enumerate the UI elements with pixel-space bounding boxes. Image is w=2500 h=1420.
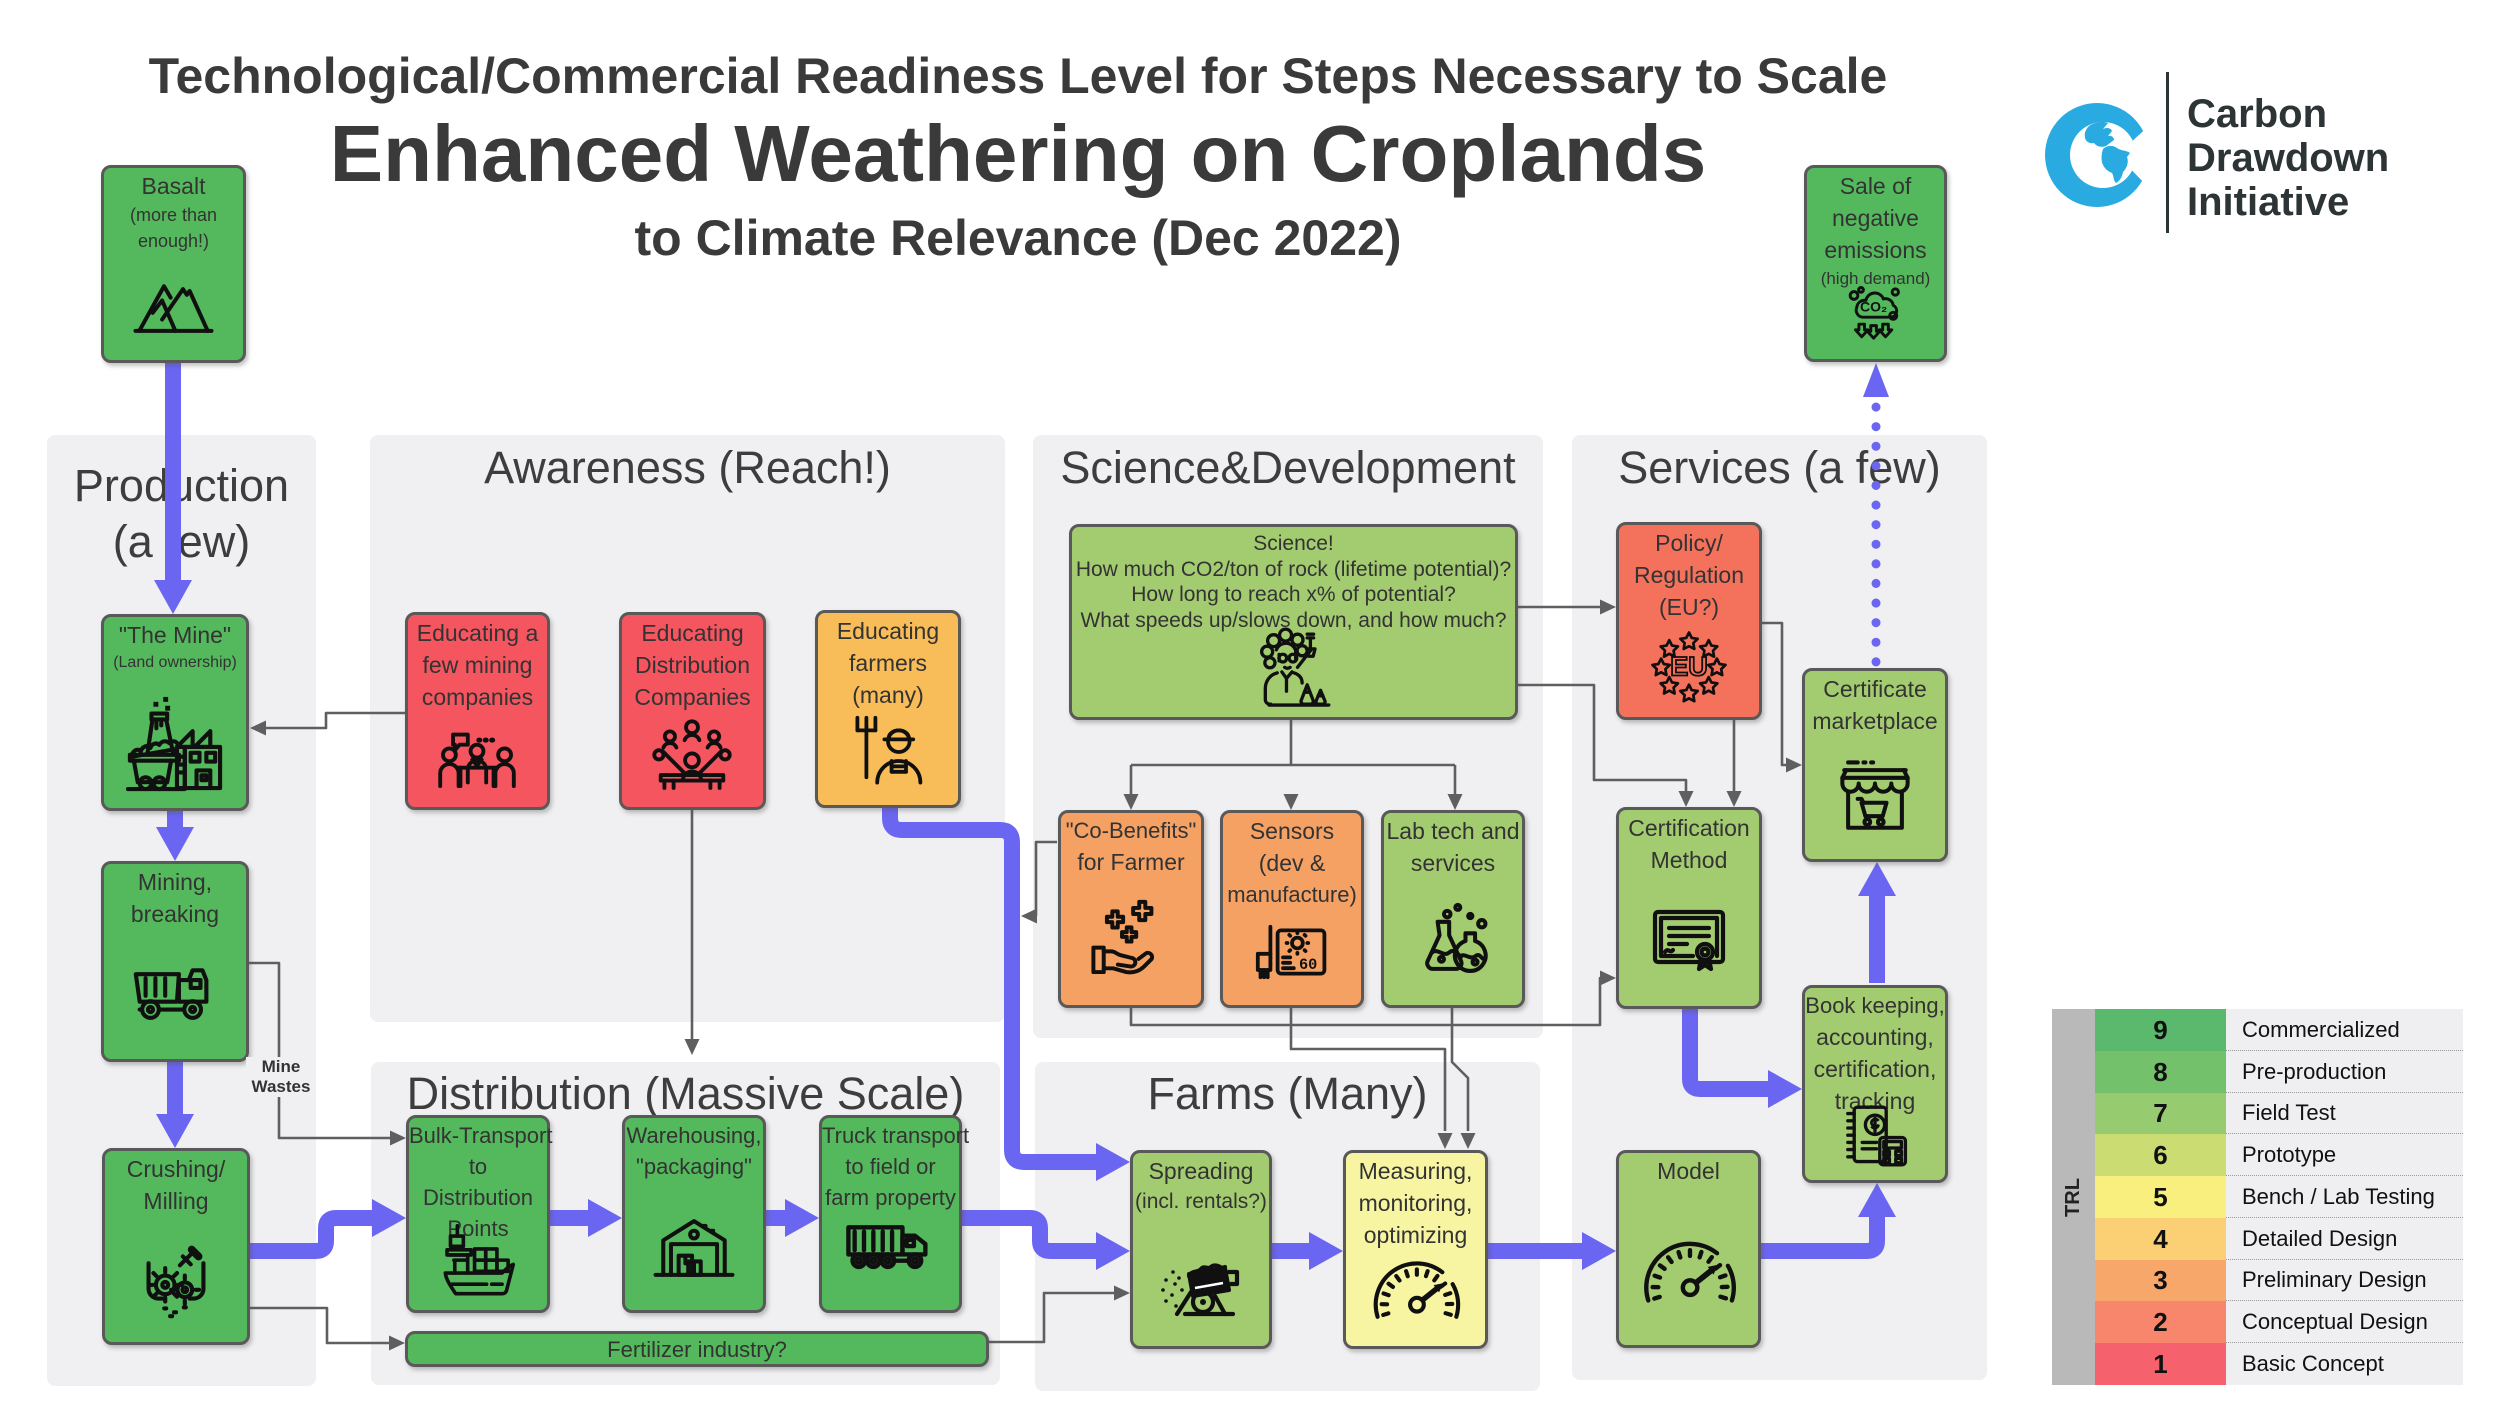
- svg-text:EU: EU: [1670, 652, 1708, 682]
- svg-text:CO₂: CO₂: [1860, 299, 1887, 315]
- svg-text:60: 60: [1299, 956, 1317, 974]
